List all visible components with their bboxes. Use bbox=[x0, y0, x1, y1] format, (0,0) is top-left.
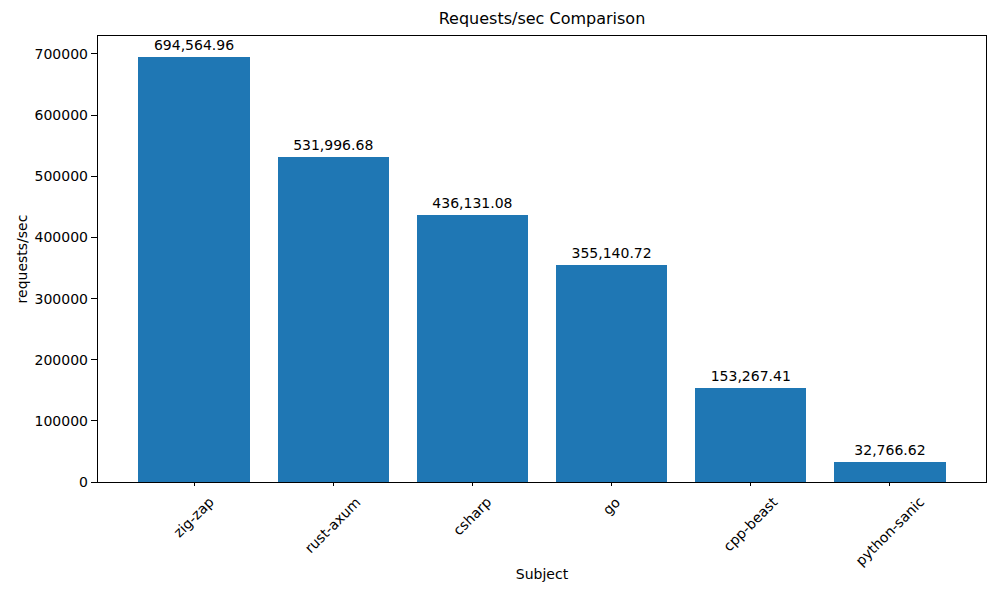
x-tick-label: rust-axum bbox=[302, 494, 365, 557]
bar-value-label: 694,564.96 bbox=[154, 37, 234, 54]
y-tick-mark bbox=[91, 115, 97, 116]
y-tick-label: 600000 bbox=[35, 107, 88, 123]
x-tick-label: go bbox=[600, 494, 624, 518]
bar-go bbox=[556, 265, 667, 482]
y-tick-label: 0 bbox=[79, 474, 88, 490]
y-axis-label: requests/sec bbox=[14, 215, 30, 304]
y-tick-mark bbox=[91, 237, 97, 238]
x-tick-label: cpp-beast bbox=[720, 494, 781, 555]
x-tick-mark bbox=[194, 482, 195, 486]
y-tick-label: 200000 bbox=[35, 352, 88, 368]
plot-area: 0100000200000300000400000500000600000700… bbox=[97, 35, 987, 483]
y-tick-label: 700000 bbox=[35, 46, 88, 62]
y-tick-label: 300000 bbox=[35, 291, 88, 307]
y-tick-mark bbox=[91, 298, 97, 299]
x-tick-mark bbox=[472, 482, 473, 486]
y-tick-mark bbox=[91, 482, 97, 483]
bar-value-label: 355,140.72 bbox=[571, 245, 651, 262]
y-tick-mark bbox=[91, 359, 97, 360]
x-tick-label: csharp bbox=[450, 494, 495, 539]
y-tick-label: 100000 bbox=[35, 413, 88, 429]
y-tick-mark bbox=[91, 420, 97, 421]
y-tick-label: 500000 bbox=[35, 168, 88, 184]
figure: Requests/sec Comparison requests/sec 010… bbox=[0, 0, 1000, 600]
chart-title: Requests/sec Comparison bbox=[97, 9, 987, 28]
x-tick-label: zig-zap bbox=[170, 494, 217, 541]
bar-zig-zap bbox=[138, 57, 249, 482]
x-tick-mark bbox=[750, 482, 751, 486]
x-axis-label: Subject bbox=[97, 566, 987, 582]
bar-python-sanic bbox=[834, 462, 945, 482]
bar-rust-axum bbox=[278, 157, 389, 482]
y-tick-mark bbox=[91, 176, 97, 177]
x-tick-mark bbox=[611, 482, 612, 486]
x-tick-mark bbox=[889, 482, 890, 486]
bar-value-label: 32,766.62 bbox=[854, 442, 925, 459]
y-tick-mark bbox=[91, 53, 97, 54]
x-tick-label: python-sanic bbox=[852, 494, 928, 570]
y-tick-label: 400000 bbox=[35, 229, 88, 245]
bar-value-label: 153,267.41 bbox=[711, 368, 791, 385]
bar-value-label: 436,131.08 bbox=[432, 195, 512, 212]
bar-cpp-beast bbox=[695, 388, 806, 482]
bar-value-label: 531,996.68 bbox=[293, 137, 373, 154]
x-tick-mark bbox=[333, 482, 334, 486]
bar-csharp bbox=[417, 215, 528, 482]
